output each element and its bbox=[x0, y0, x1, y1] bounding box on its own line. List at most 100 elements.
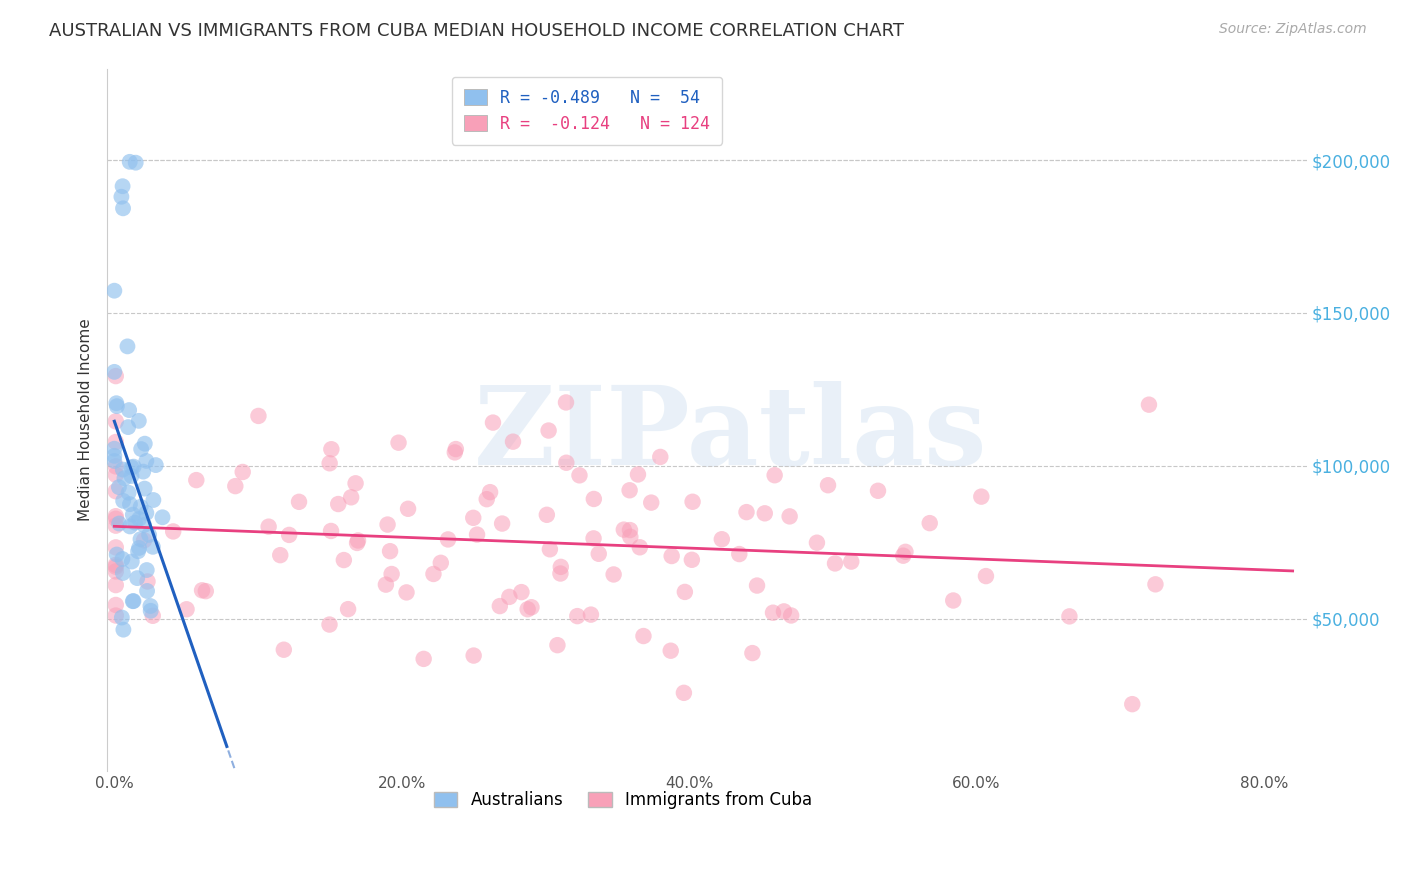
Point bbox=[103, 442, 125, 456]
Point bbox=[387, 435, 409, 450]
Point bbox=[546, 638, 568, 652]
Point bbox=[105, 396, 128, 410]
Point bbox=[118, 403, 141, 417]
Point bbox=[463, 648, 485, 663]
Point bbox=[142, 540, 165, 554]
Point bbox=[378, 544, 401, 558]
Point bbox=[482, 416, 505, 430]
Point bbox=[111, 552, 134, 566]
Point bbox=[444, 442, 467, 456]
Point bbox=[122, 594, 145, 608]
Point bbox=[136, 584, 159, 599]
Point bbox=[779, 509, 801, 524]
Point bbox=[121, 594, 143, 608]
Point bbox=[104, 459, 127, 474]
Point bbox=[735, 505, 758, 519]
Text: Source: ZipAtlas.com: Source: ZipAtlas.com bbox=[1219, 22, 1367, 37]
Point bbox=[111, 179, 134, 194]
Point bbox=[673, 585, 696, 599]
Point bbox=[628, 541, 651, 555]
Point bbox=[588, 547, 610, 561]
Point bbox=[104, 565, 127, 579]
Point bbox=[247, 409, 270, 423]
Point bbox=[104, 608, 127, 623]
Point bbox=[488, 599, 510, 613]
Point bbox=[763, 468, 786, 483]
Point bbox=[475, 492, 498, 507]
Point bbox=[491, 516, 513, 531]
Point bbox=[613, 523, 636, 537]
Point bbox=[321, 442, 343, 457]
Point bbox=[103, 365, 125, 379]
Point bbox=[318, 456, 340, 470]
Point bbox=[918, 516, 941, 530]
Point bbox=[619, 523, 641, 537]
Point bbox=[346, 536, 368, 550]
Point bbox=[479, 485, 502, 500]
Point bbox=[396, 501, 419, 516]
Text: ZIPatlas: ZIPatlas bbox=[474, 381, 988, 488]
Point bbox=[117, 420, 139, 434]
Point bbox=[661, 549, 683, 563]
Point bbox=[122, 459, 145, 474]
Point bbox=[117, 339, 139, 353]
Point bbox=[970, 490, 993, 504]
Point bbox=[112, 202, 135, 216]
Point bbox=[942, 593, 965, 607]
Point bbox=[627, 467, 650, 482]
Point bbox=[110, 190, 132, 204]
Point bbox=[288, 495, 311, 509]
Point bbox=[510, 585, 533, 599]
Legend: Australians, Immigrants from Cuba: Australians, Immigrants from Cuba bbox=[427, 784, 818, 816]
Point bbox=[710, 533, 733, 547]
Point bbox=[619, 530, 641, 544]
Point bbox=[104, 414, 127, 428]
Point bbox=[412, 652, 434, 666]
Point bbox=[1059, 609, 1081, 624]
Point bbox=[728, 547, 751, 561]
Point bbox=[104, 435, 127, 450]
Point bbox=[817, 478, 839, 492]
Point bbox=[128, 512, 150, 526]
Point bbox=[824, 557, 846, 571]
Point bbox=[463, 511, 485, 525]
Point bbox=[579, 607, 602, 622]
Point bbox=[555, 456, 578, 470]
Point bbox=[381, 567, 404, 582]
Point bbox=[582, 532, 605, 546]
Point bbox=[974, 569, 997, 583]
Point bbox=[103, 454, 125, 468]
Point bbox=[129, 532, 152, 546]
Point bbox=[340, 491, 363, 505]
Point bbox=[142, 493, 165, 508]
Point bbox=[105, 548, 128, 562]
Point bbox=[538, 542, 561, 557]
Point bbox=[650, 450, 672, 464]
Point bbox=[121, 554, 143, 568]
Point bbox=[118, 497, 141, 511]
Point bbox=[257, 519, 280, 533]
Point bbox=[672, 686, 695, 700]
Point bbox=[633, 629, 655, 643]
Point bbox=[134, 436, 156, 450]
Point bbox=[537, 424, 560, 438]
Point bbox=[138, 528, 160, 542]
Point bbox=[121, 508, 143, 522]
Point bbox=[111, 566, 134, 580]
Point bbox=[555, 395, 578, 409]
Point bbox=[104, 518, 127, 533]
Point bbox=[135, 506, 157, 520]
Point bbox=[395, 585, 418, 599]
Point bbox=[186, 473, 208, 487]
Point bbox=[318, 617, 340, 632]
Point bbox=[347, 533, 370, 548]
Point bbox=[129, 442, 152, 456]
Point bbox=[121, 460, 143, 475]
Point bbox=[741, 646, 763, 660]
Point bbox=[377, 517, 399, 532]
Point bbox=[1121, 697, 1143, 711]
Point bbox=[333, 553, 356, 567]
Point bbox=[142, 608, 165, 623]
Point bbox=[273, 642, 295, 657]
Point bbox=[1137, 398, 1160, 412]
